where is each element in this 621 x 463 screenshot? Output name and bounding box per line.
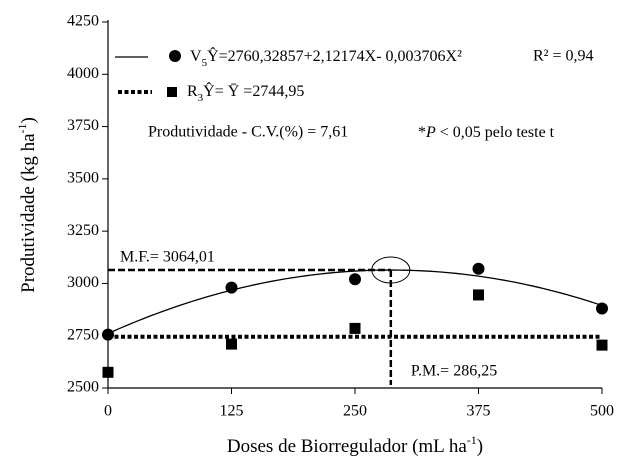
y-tick-label: 3750 (67, 117, 99, 134)
point (225, 281, 238, 294)
max-point-ring (371, 256, 411, 284)
point (472, 262, 485, 275)
r-squared: R² = 0,94 (533, 48, 594, 65)
x-label-sup: -1 (467, 433, 477, 447)
x-tick-label: 0 (104, 403, 112, 420)
legend-equation: Ŷ=2760,32857+2,12174X- 0,003706X² (207, 46, 462, 65)
x-tick-label: 250 (343, 403, 367, 420)
point (349, 322, 361, 334)
sig-star: * (418, 124, 426, 141)
sig-p: P (425, 124, 436, 141)
y-tick-label: 3500 (67, 170, 99, 187)
x-label-suffix: ) (477, 436, 483, 457)
x-tick-label: 375 (467, 403, 491, 420)
point (473, 289, 484, 301)
y-tick-label: 4000 (67, 65, 99, 82)
y-tick-label: 3250 (67, 222, 99, 239)
y-axis-label: Produtividade (kg ha-1) (15, 117, 40, 293)
y-tick-label: 2500 (67, 379, 99, 396)
point (596, 302, 608, 315)
legend-entry: V5Ŷ=2760,32857+2,12174X- 0,003706X² (190, 46, 462, 69)
legend-entry: R3Ŷ= Ȳ =2744,95 (187, 81, 304, 104)
point (349, 273, 361, 286)
legend-name: V (190, 48, 202, 65)
point (226, 338, 237, 350)
legend-equation: Ŷ= Ȳ =2744,95 (203, 81, 304, 100)
y-label-text: Produtividade (kg ha (18, 133, 39, 293)
legend-sub: 5 (202, 57, 208, 69)
point (102, 366, 114, 378)
significance-note: *P < 0,05 pelo teste t (418, 124, 555, 141)
legend-sub: 3 (198, 92, 204, 104)
y-tick-label: 2750 (67, 326, 99, 343)
point (102, 328, 114, 341)
sig-rest: < 0,05 pelo teste t (436, 124, 555, 141)
legend-name: R (187, 83, 198, 100)
x-tick-label: 125 (220, 403, 244, 420)
y-tick-label: 3000 (67, 274, 99, 291)
legend-marker (169, 50, 181, 62)
x-label-text: Doses de Biorregulador (mL ha (227, 436, 467, 457)
y-label-suffix: ) (18, 117, 39, 123)
x-axis-label: Doses de Biorregulador (mL ha-1) (227, 433, 483, 458)
max-yield-label: M.F.= 3064,01 (120, 249, 215, 266)
y-tick-label: 4250 (67, 13, 99, 30)
cv-note: Produtividade - C.V.(%) = 7,61 (148, 124, 348, 141)
max-dose-label: P.M.= 286,25 (411, 363, 497, 380)
legend-marker (167, 87, 177, 97)
point (596, 339, 608, 351)
y-label-sup: -1 (15, 123, 29, 133)
x-tick-label: 500 (590, 403, 614, 420)
